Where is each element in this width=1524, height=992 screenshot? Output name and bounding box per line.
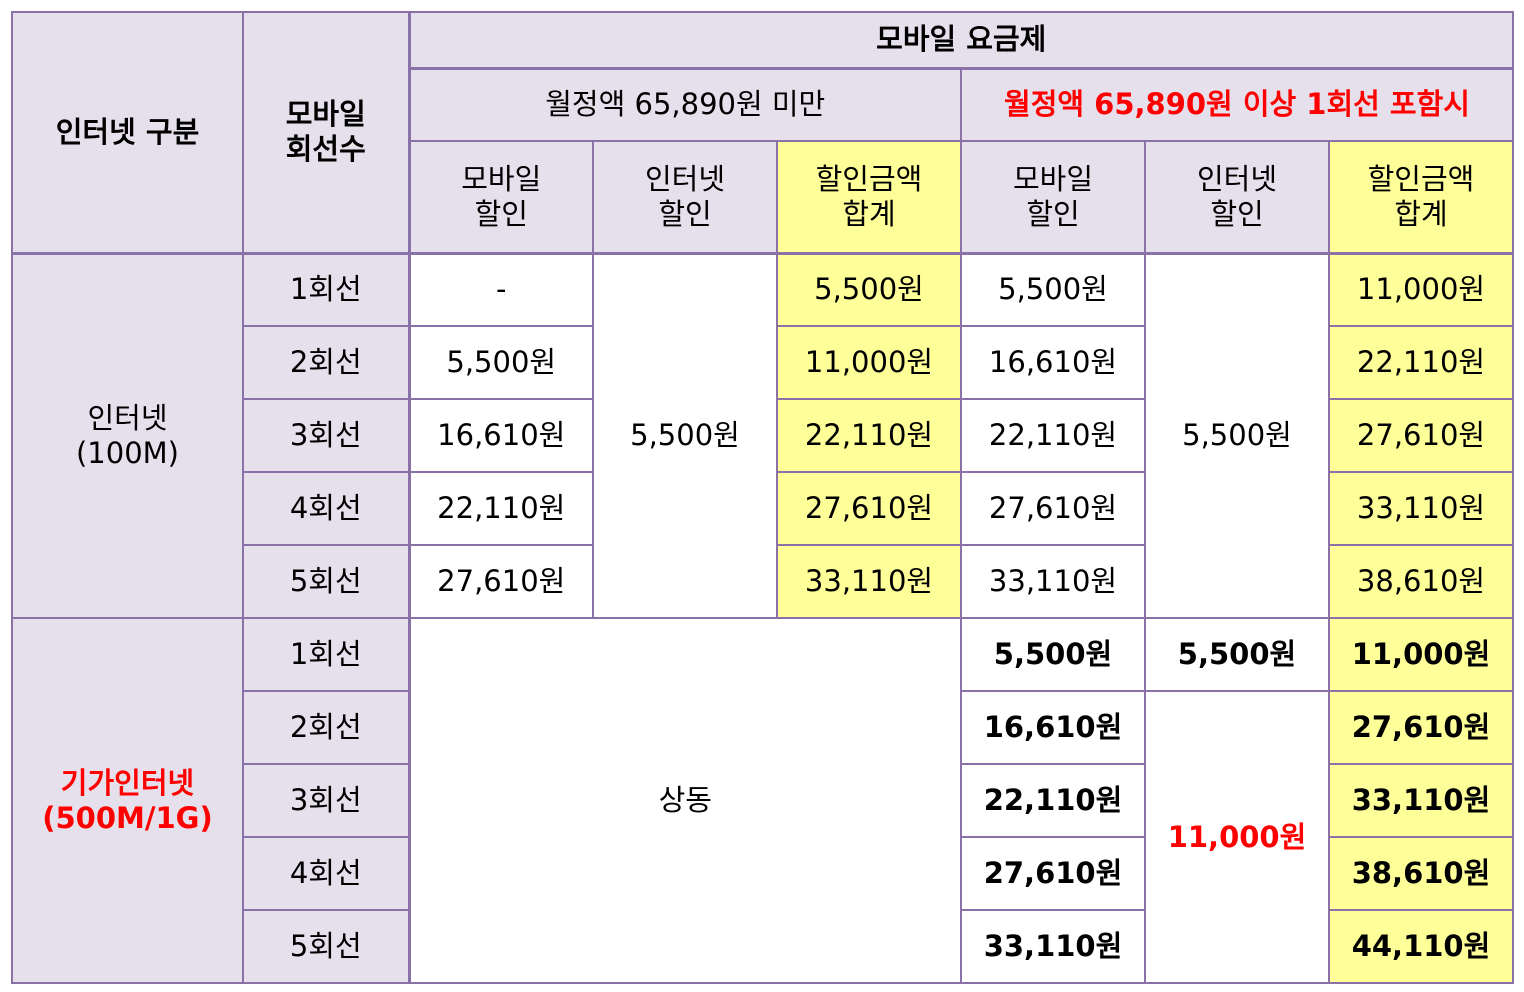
lines-cell: 4회선 [242,836,411,911]
mobile-over-cell: 27,610원 [960,471,1146,546]
mobile-over-cell: 16,610원 [960,690,1146,765]
plan-under-header: 월정액 65,890원 미만 [408,67,962,142]
table-row: 5회선 27,610원 33,110원 33,110원 38,610원 [12,544,1514,619]
total-under-cell: 5,500원 [776,252,962,327]
table-row: 3회선 22,110원 33,110원 [12,763,1514,838]
lines-cell: 2회선 [242,325,411,400]
lines-cell: 2회선 [242,690,411,765]
internet-discount-over-cell: 5,500원 [1144,252,1330,619]
internet-100m-label: 인터넷 (100M) [11,252,244,619]
col-total-under: 할인금액 합계 [776,140,962,255]
col-label-line1: 모바일 [461,161,542,196]
row-label-line2: (500M/1G) [42,800,213,835]
same-as-above-cell: 상동 [408,617,962,984]
table-row: 4회선 22,110원 27,610원 27,610원 33,110원 [12,471,1514,546]
header-row-1: 인터넷 구분 모바일 회선수 모바일 요금제 [11,11,1514,255]
total-over-cell: 38,610원 [1328,544,1514,619]
mobile-over-cell: 33,110원 [960,544,1146,619]
total-under-cell: 27,610원 [776,471,962,546]
total-over-cell: 22,110원 [1328,325,1514,400]
col-total-over: 할인금액 합계 [1328,140,1514,255]
col-label-line2: 할인 [474,196,528,231]
header-row-2: 월정액 65,890원 미만 월정액 65,890원 이상 1회선 포함시 [12,67,1514,142]
col-internet-discount-under: 인터넷 할인 [592,140,778,255]
mobile-under-cell: - [408,252,594,327]
col-label-line2: 합계 [842,196,896,231]
total-under-cell: 33,110원 [776,544,962,619]
col-mobile-discount-under: 모바일 할인 [408,140,594,255]
lines-cell: 4회선 [242,471,411,546]
col-label-line1: 모바일 [1012,161,1094,196]
discount-table: 인터넷 구분 모바일 회선수 모바일 요금제 월정액 65,890원 미만 월정… [11,11,1514,984]
lines-cell: 1회선 [242,252,411,327]
mobile-under-cell: 27,610원 [408,544,594,619]
table-row: 2회선 16,610원 11,000원 27,610원 [12,690,1514,984]
total-over-cell: 11,000원 [1328,252,1514,327]
total-over-cell: 33,110원 [1328,763,1514,838]
total-over-cell: 11,000원 [1328,617,1514,692]
total-over-cell: 27,610원 [1328,398,1514,473]
total-over-cell: 44,110원 [1328,909,1514,984]
lines-cell: 1회선 [242,617,411,692]
row-label-line1: 기가인터넷 [60,765,195,800]
col-label-line2: 할인 [1210,196,1264,231]
mobile-over-cell: 5,500원 [960,617,1146,692]
header-row-3: 모바일 할인 인터넷 할인 할인금액 합계 모바일 할인 인터넷 할인 할인금액… [12,140,1514,255]
mobile-over-cell: 22,110원 [960,763,1146,838]
mobile-under-cell: 22,110원 [408,471,594,546]
giga-internet-label: 기가인터넷 (500M/1G) [11,617,244,984]
table-row: 인터넷 (100M) 1회선 - 5,500원 5,500원 5,500원 5,… [11,252,1514,619]
mobile-under-cell: 16,610원 [408,398,594,473]
table-row: 5회선 33,110원 44,110원 [12,909,1514,984]
col-internet-discount-over: 인터넷 할인 [1144,140,1330,255]
lines-cell: 3회선 [242,398,411,473]
col-label-line1: 인터넷 [1196,161,1278,196]
mobile-over-cell: 22,110원 [960,398,1146,473]
table-row: 2회선 5,500원 11,000원 16,610원 22,110원 [12,325,1514,400]
col-mobile-discount-over: 모바일 할인 [960,140,1146,255]
col-label-line1: 할인금액 [1367,161,1475,196]
mobile-lines-header: 모바일 회선수 [242,11,411,255]
mobile-over-cell: 16,610원 [960,325,1146,400]
col-label-line2: 할인 [658,196,712,231]
internet-discount-over-cell: 11,000원 [1144,690,1330,984]
total-over-cell: 33,110원 [1328,471,1514,546]
mobile-lines-header-line1: 모바일 [285,97,366,132]
mobile-over-cell: 5,500원 [960,252,1146,327]
row-label-line1: 인터넷 [87,400,168,435]
mobile-over-cell: 33,110원 [960,909,1146,984]
total-over-cell: 38,610원 [1328,836,1514,911]
internet-discount-over-cell: 5,500원 [1144,617,1330,692]
lines-cell: 5회선 [242,544,411,619]
total-over-cell: 27,610원 [1328,690,1514,765]
col-label-line2: 합계 [1394,196,1448,231]
total-under-cell: 11,000원 [776,325,962,400]
mobile-over-cell: 27,610원 [960,836,1146,911]
mobile-lines-header-line2: 회선수 [285,132,366,167]
row-label-line2: (100M) [75,435,179,470]
lines-cell: 5회선 [242,909,411,984]
col-label-line2: 할인 [1026,196,1080,231]
col-label-line1: 할인금액 [815,161,923,196]
mobile-under-cell: 5,500원 [408,325,594,400]
table-row: 4회선 27,610원 38,610원 [12,836,1514,911]
total-under-cell: 22,110원 [776,398,962,473]
internet-discount-under-cell: 5,500원 [592,252,778,619]
mobile-plan-header: 모바일 요금제 [408,11,1514,70]
lines-cell: 3회선 [242,763,411,838]
table-row: 기가인터넷 (500M/1G) 1회선 상동 5,500원 5,500원 11,… [11,617,1514,984]
internet-type-header: 인터넷 구분 [11,11,244,255]
plan-over-header: 월정액 65,890원 이상 1회선 포함시 [960,67,1514,142]
col-label-line1: 인터넷 [644,161,726,196]
table-row: 3회선 16,610원 22,110원 22,110원 27,610원 [12,398,1514,473]
